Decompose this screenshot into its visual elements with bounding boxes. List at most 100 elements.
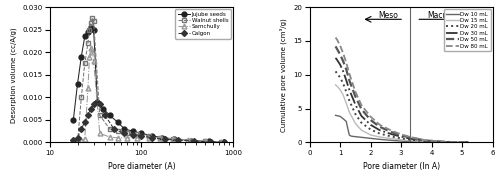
Samchully [202,140,208,142]
Calgon [82,121,88,123]
Walnut shells [74,141,80,143]
Dw 10 mL [348,135,354,137]
Dw 10 mL [342,119,347,121]
Samchully [124,137,130,139]
Dw 10 mL [332,114,338,116]
Dw 50 mL [422,139,428,142]
Jujube seeds [70,119,76,121]
Jujube seeds [100,108,106,110]
Dw 80 mL [376,124,382,126]
Text: Meso: Meso [378,11,398,20]
Dw 20 mL [368,129,374,131]
Calgon [149,137,155,139]
Dw 30 mL [407,138,413,140]
Samchully [78,139,84,141]
Dw 10 mL [346,134,352,136]
Samchully [86,56,92,58]
Text: ( a ): ( a ) [210,11,226,20]
Dw 20 mL [444,141,450,143]
Dw 20 mL [340,82,346,85]
Calgon [138,135,144,137]
Dw 10 mL [358,136,364,138]
Calgon [208,141,214,143]
Calgon [78,128,84,130]
Jujube seeds [206,140,212,143]
Dw 80 mL [465,141,471,143]
Dw 50 mL [407,137,413,139]
Samchully [157,137,163,139]
Dw 10 mL [337,115,343,117]
Walnut shells [124,132,130,134]
Legend: Jujube seeds, Walnut shells, Samchully, Calgon: Jujube seeds, Walnut shells, Samchully, … [175,9,231,38]
Dw 50 mL [389,131,395,133]
Dw 50 mL [332,45,338,47]
Dw 10 mL [407,140,413,143]
Samchully [170,138,175,140]
Dw 15 mL [444,141,450,143]
Walnut shells [96,114,102,116]
Walnut shells [134,133,140,135]
Dw 10 mL [376,138,382,140]
Dw 20 mL [332,70,338,72]
Jujube seeds [114,121,120,123]
Dw 15 mL [358,129,364,131]
Walnut shells [90,20,96,22]
Dw 30 mL [337,64,343,66]
Dw 30 mL [398,136,404,138]
Samchully [184,139,190,141]
Samchully [90,51,96,53]
Dw 20 mL [407,139,413,141]
Dw 80 mL [422,139,428,141]
Y-axis label: Desorption volume (cc/A/g): Desorption volume (cc/A/g) [10,27,16,123]
Samchully [82,138,88,140]
Dw 30 mL [422,140,428,142]
Line: Walnut shells: Walnut shells [75,16,224,145]
Dw 30 mL [358,115,364,117]
Dw 15 mL [398,139,404,141]
Dw 80 mL [332,36,338,39]
Dw 30 mL [340,70,346,72]
Dw 15 mL [376,136,382,138]
Dw 10 mL [343,120,349,122]
Dw 15 mL [346,111,352,113]
X-axis label: Pore diameter (ln A): Pore diameter (ln A) [362,162,440,171]
Walnut shells [114,130,120,132]
Samchully [218,141,224,143]
Dw 50 mL [398,134,404,136]
Samchully [74,140,80,142]
Text: Macro: Macro [427,11,450,20]
Dw 10 mL [334,115,340,117]
Calgon [88,108,94,110]
Dw 80 mL [368,116,374,118]
Dw 10 mL [398,140,404,142]
Dw 20 mL [422,140,428,142]
Samchully [90,60,96,62]
Dw 80 mL [398,133,404,135]
Jujube seeds [188,140,194,142]
Jujube seeds [130,130,136,132]
Dw 50 mL [358,108,364,110]
Dw 10 mL [444,141,450,143]
Dw 80 mL [343,62,349,64]
Jujube seeds [160,137,166,139]
Walnut shells [184,140,190,142]
Dw 30 mL [352,103,358,106]
Jujube seeds [221,141,227,143]
Dw 50 mL [346,79,352,81]
Dw 80 mL [444,141,450,143]
Dw 15 mL [465,141,471,143]
Walnut shells [170,138,175,140]
Dw 50 mL [444,141,450,143]
Calgon [70,139,76,141]
Calgon [122,132,128,134]
Dw 30 mL [343,79,349,81]
Dw 50 mL [465,141,471,143]
Dw 80 mL [340,52,346,54]
Jujube seeds [85,31,91,33]
Walnut shells [90,17,96,19]
Dw 15 mL [352,122,358,125]
Dw 30 mL [368,124,374,126]
Walnut shells [82,62,88,65]
Dw 20 mL [398,137,404,139]
Dw 30 mL [389,133,395,135]
